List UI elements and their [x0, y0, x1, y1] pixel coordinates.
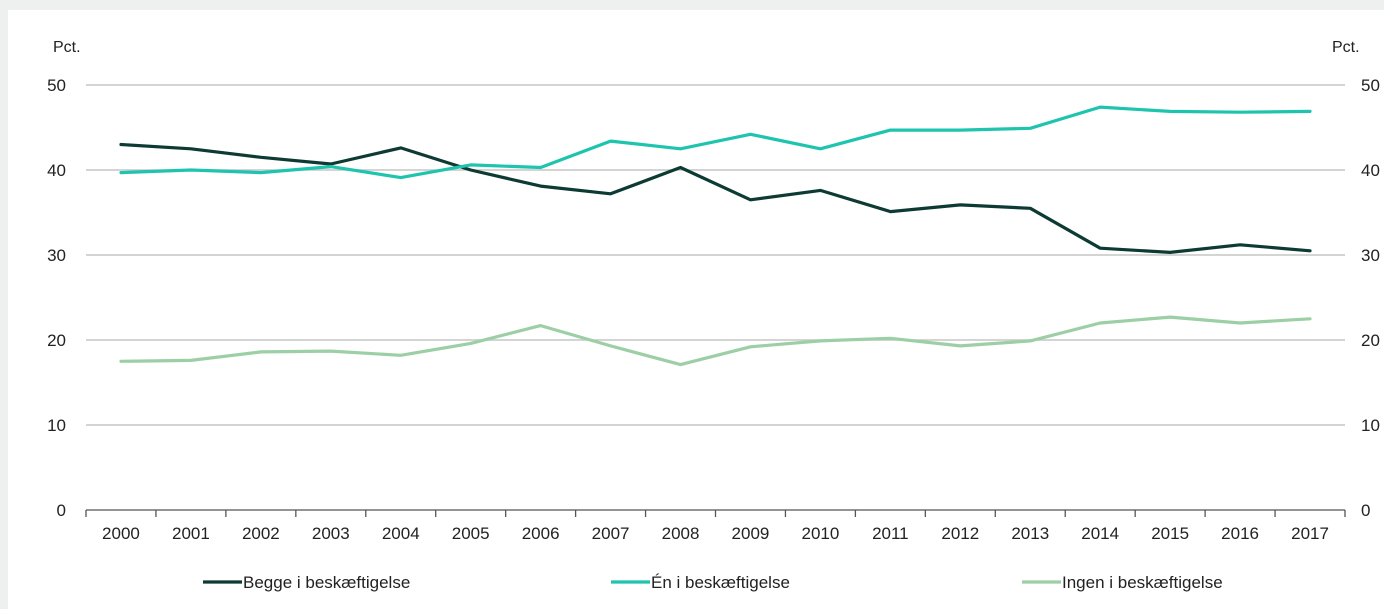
x-tick-label: 2013 [1011, 524, 1049, 543]
x-tick-label: 2009 [732, 524, 770, 543]
axes [85, 509, 1346, 517]
y-tick-label-right: 10 [1361, 416, 1380, 435]
y-axis-ticks: 0 0 10 10 20 20 30 30 40 40 50 50 [47, 76, 1380, 520]
x-tick-label: 2003 [312, 524, 350, 543]
y-tick-label-left: 50 [47, 76, 66, 95]
x-tick-label: 2011 [872, 524, 909, 543]
x-tick-label: 2004 [382, 524, 420, 543]
x-tick-label: 2008 [662, 524, 700, 543]
y-axis-unit-left: Pct. [53, 39, 81, 56]
grid-lines [86, 84, 1345, 426]
x-tick-label: 2010 [802, 524, 840, 543]
x-tick-label: 2006 [522, 524, 560, 543]
y-tick-label-left: 10 [47, 416, 66, 435]
series-line-1 [119, 142, 1312, 254]
x-tick-label: 2007 [592, 524, 630, 543]
legend: Begge i beskæftigelse Én i beskæftigelse I… [203, 573, 1223, 592]
x-tick-label: 2005 [452, 524, 490, 543]
x-tick-label: 2002 [242, 524, 280, 543]
x-tick-label: 2015 [1151, 524, 1189, 543]
y-tick-label-right: 0 [1361, 501, 1370, 520]
x-tick-label: 2001 [172, 524, 210, 543]
legend-label: Én i beskæftigelse [651, 573, 790, 592]
x-tick-label: 2016 [1221, 524, 1259, 543]
series-line-3 [119, 315, 1312, 367]
series-line-2 [119, 105, 1312, 180]
legend-label: Ingen i beskæftigelse [1062, 573, 1223, 592]
x-tick-label: 2000 [102, 524, 140, 543]
legend-label: Begge i beskæftigelse [243, 573, 410, 592]
y-tick-label-right: 20 [1361, 331, 1380, 350]
y-tick-label-left: 40 [47, 161, 66, 180]
x-axis-ticks: 2000 2001 2002 2003 2004 2005 2006 2007 2008 2009… [102, 524, 1329, 543]
x-tick-label: 2017 [1291, 524, 1329, 543]
x-tick-label: 2012 [941, 524, 979, 543]
x-tick-label: 2014 [1081, 524, 1119, 543]
y-tick-label-left: 30 [47, 246, 66, 265]
y-tick-label-right: 30 [1361, 246, 1380, 265]
y-tick-label-right: 50 [1361, 76, 1380, 95]
y-tick-label-left: 20 [47, 331, 66, 350]
y-axis-unit-right: Pct. [1332, 39, 1360, 56]
chart-card: 0 0 10 10 20 20 30 30 40 40 50 50 2000 2001 2002 2003 2… [8, 10, 1384, 609]
series-lines [119, 105, 1312, 367]
y-tick-label-left: 0 [57, 501, 66, 520]
y-tick-label-right: 40 [1361, 161, 1380, 180]
